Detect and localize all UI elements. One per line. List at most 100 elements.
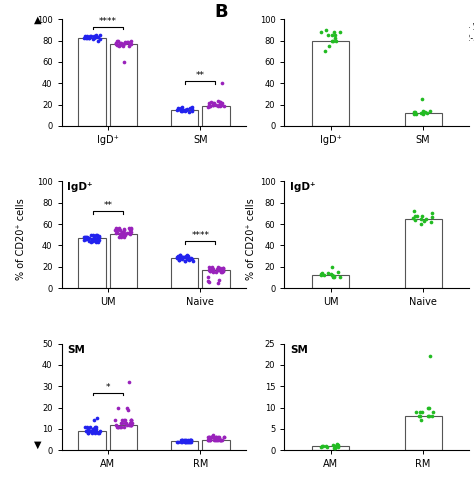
Point <box>211 436 219 444</box>
Point <box>174 104 182 112</box>
Point <box>210 433 218 441</box>
Point <box>92 239 100 246</box>
Point <box>176 252 184 260</box>
Point <box>117 419 124 426</box>
Point <box>128 421 135 429</box>
Text: % of CD20⁺ cells: % of CD20⁺ cells <box>246 199 256 280</box>
Point <box>179 436 186 444</box>
Point <box>204 436 212 444</box>
Bar <box>109 425 137 450</box>
Point <box>219 265 226 273</box>
Point <box>183 254 191 262</box>
Point <box>82 427 90 435</box>
Point <box>189 103 196 111</box>
Point <box>122 419 130 426</box>
Point <box>422 215 430 223</box>
Point <box>428 218 435 226</box>
Point <box>112 229 119 237</box>
Point <box>96 35 104 43</box>
Point <box>214 98 222 105</box>
Point <box>182 436 190 444</box>
Point <box>111 227 119 234</box>
Point <box>208 433 216 441</box>
Point <box>178 253 185 261</box>
Point <box>117 231 124 239</box>
Bar <box>171 110 199 126</box>
Point <box>92 236 100 244</box>
Point <box>416 408 424 416</box>
Point <box>89 231 96 239</box>
Point <box>177 436 185 444</box>
Point <box>114 404 122 411</box>
Point <box>209 100 217 107</box>
Point <box>119 40 127 47</box>
Bar <box>404 416 441 450</box>
Point <box>186 438 193 445</box>
Point <box>83 233 91 240</box>
Point <box>177 105 184 113</box>
Point <box>84 235 92 243</box>
Point <box>208 433 215 441</box>
Point <box>95 236 102 244</box>
Point <box>91 427 99 435</box>
Point <box>128 226 135 233</box>
Point <box>117 230 124 238</box>
Point <box>179 106 186 114</box>
Point <box>174 438 182 445</box>
Point <box>90 34 98 42</box>
Point <box>123 421 131 429</box>
Point <box>327 270 335 278</box>
Point <box>330 274 337 281</box>
Point <box>81 233 88 240</box>
Point <box>213 433 220 441</box>
Point <box>425 404 432 411</box>
Point <box>91 417 98 424</box>
Point <box>92 34 100 41</box>
Point <box>216 433 223 441</box>
Point <box>112 417 119 424</box>
Point <box>114 423 121 431</box>
Point <box>96 31 103 39</box>
Point <box>128 419 136 426</box>
Point <box>334 268 342 276</box>
Point <box>411 109 419 117</box>
Point <box>91 234 98 242</box>
Point <box>117 230 124 238</box>
Point <box>127 419 134 426</box>
Point <box>335 443 342 451</box>
Point <box>216 264 224 272</box>
Point <box>424 412 432 420</box>
Point <box>209 433 216 441</box>
Point <box>410 207 418 215</box>
Point <box>210 268 217 276</box>
Point <box>90 425 97 433</box>
Point <box>120 233 128 240</box>
Point <box>204 103 211 111</box>
Point <box>210 101 217 108</box>
Point <box>204 433 212 441</box>
Point <box>220 433 228 441</box>
Point <box>205 436 212 444</box>
Point <box>332 34 339 42</box>
Point <box>219 265 227 273</box>
Point <box>217 268 224 276</box>
Point <box>82 423 89 431</box>
Point <box>123 38 130 46</box>
Text: ****: **** <box>99 17 117 26</box>
Point <box>205 263 213 271</box>
Bar <box>109 234 137 288</box>
Point <box>218 267 225 275</box>
Point <box>92 425 100 433</box>
Point <box>84 427 91 435</box>
Point <box>220 102 228 109</box>
Point <box>329 273 337 280</box>
Point <box>214 433 222 441</box>
Point <box>126 378 133 386</box>
Point <box>331 444 338 452</box>
Point <box>426 412 433 420</box>
Point <box>210 436 218 444</box>
Point <box>331 31 339 39</box>
Point <box>182 258 189 265</box>
Point <box>84 429 92 437</box>
Point <box>94 429 102 437</box>
